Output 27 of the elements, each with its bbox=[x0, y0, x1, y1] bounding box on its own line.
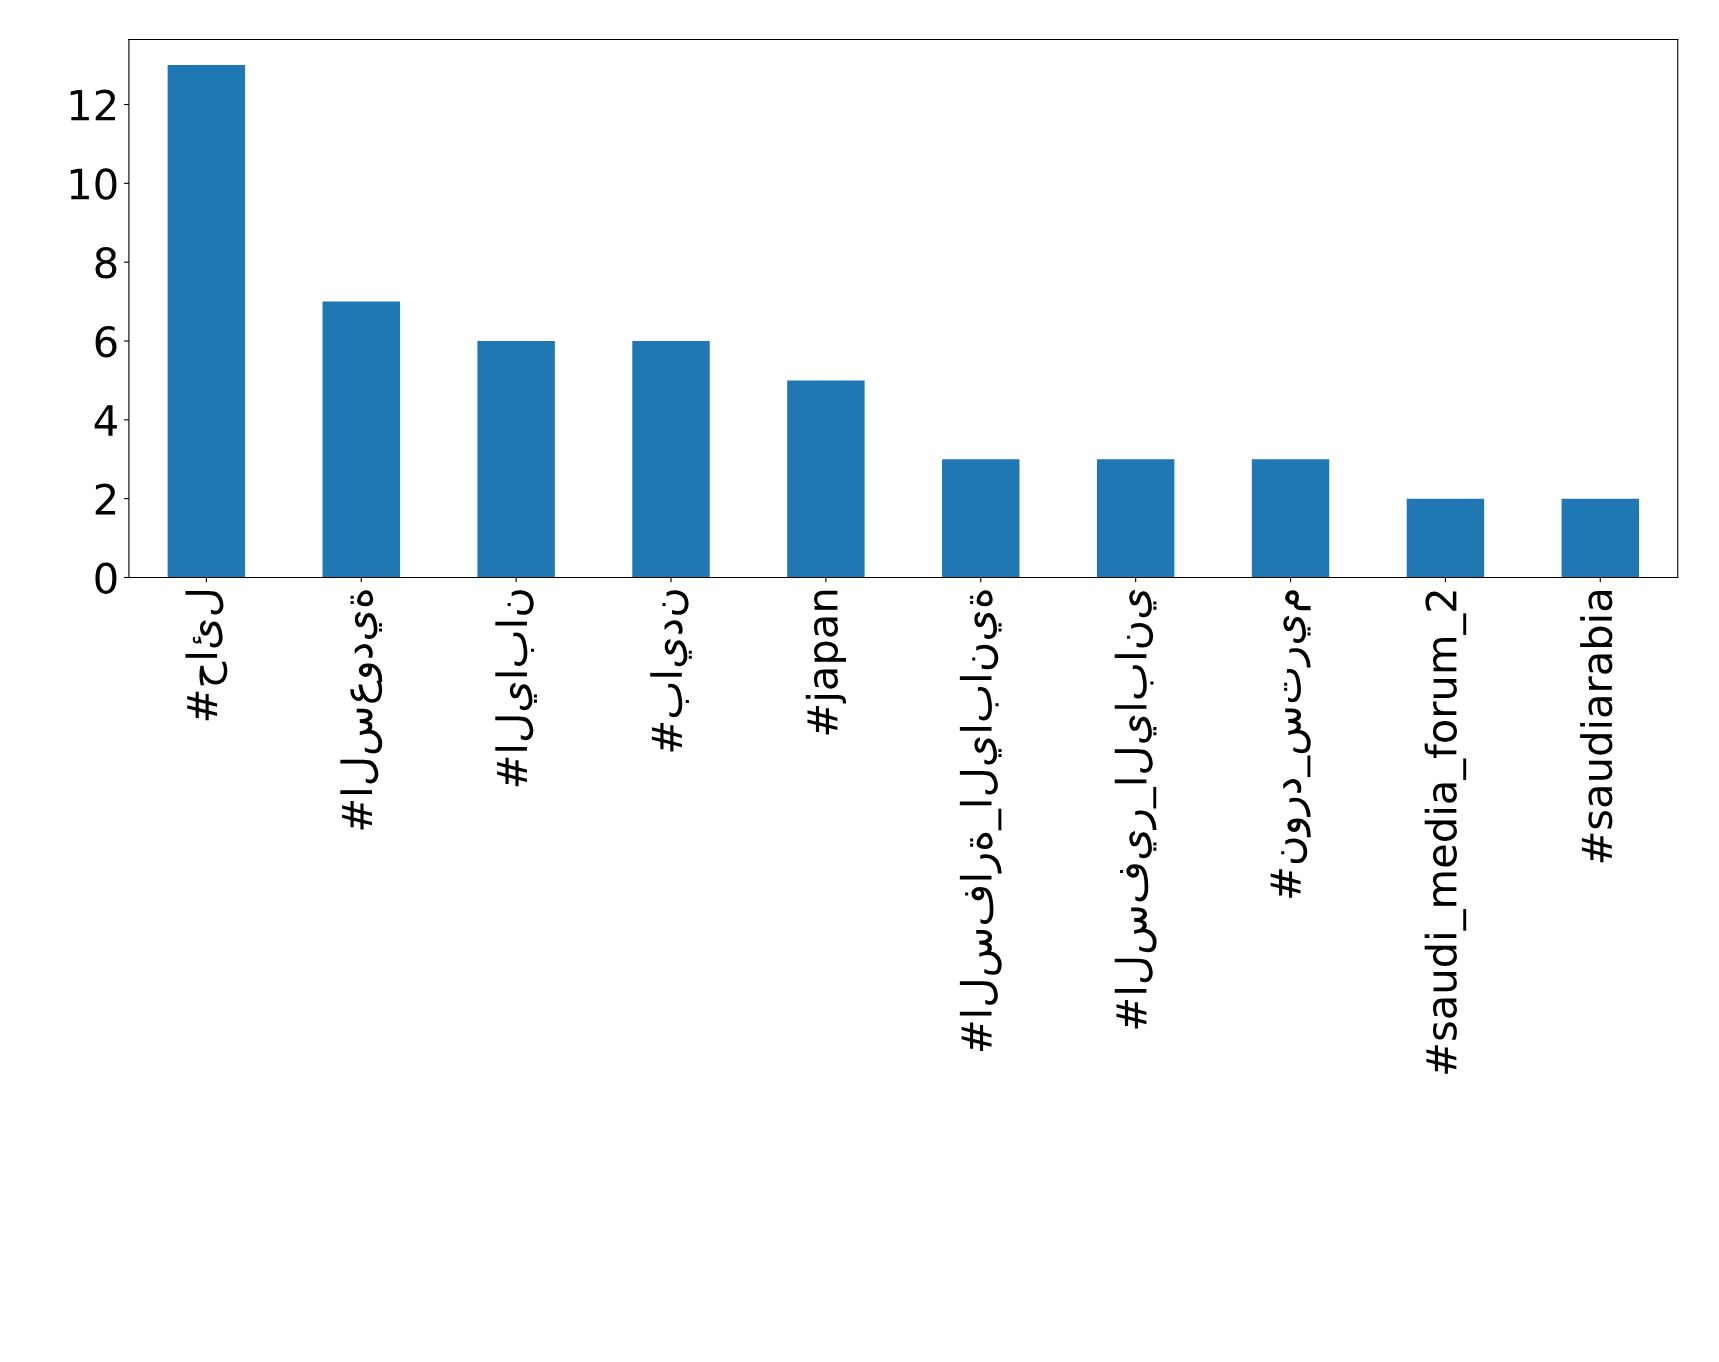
x-tick-label: #saudiarabia bbox=[1580, 591, 1613, 863]
y-tick-label: 6 bbox=[95, 325, 117, 358]
bar bbox=[322, 301, 400, 578]
y-tick-label: 12 bbox=[70, 89, 116, 121]
x-tick-label: #japan bbox=[805, 590, 847, 735]
bar bbox=[1096, 459, 1175, 578]
y-tick-label: 4 bbox=[94, 405, 117, 436]
x-tick-label: #السفارة_اليابانية bbox=[959, 590, 1002, 1052]
y-tick-label: 2 bbox=[95, 483, 116, 515]
y-tick-label: 10 bbox=[70, 168, 117, 200]
x-tick-label: #حائل bbox=[185, 590, 228, 721]
x-tick-label: #نورد_ستريم bbox=[1270, 590, 1311, 898]
x-tick-label: #السعودية bbox=[340, 590, 383, 830]
x-tick-label: #السفير_الياباني bbox=[1114, 589, 1157, 1029]
bar bbox=[1561, 498, 1640, 578]
bar bbox=[477, 341, 555, 578]
bar bbox=[787, 380, 865, 578]
x-tick-label: #بايدن bbox=[650, 590, 692, 752]
y-tick-label: 0 bbox=[95, 562, 117, 594]
bar bbox=[1406, 498, 1485, 578]
bar bbox=[942, 459, 1020, 578]
bar bbox=[167, 65, 246, 578]
bar bbox=[1251, 459, 1330, 578]
x-tick-label: #saudi_media_forum_2 bbox=[1424, 591, 1467, 1074]
bar bbox=[632, 341, 710, 578]
y-tick-label: 8 bbox=[95, 247, 117, 279]
x-tick-label: #اليابان bbox=[495, 590, 537, 787]
